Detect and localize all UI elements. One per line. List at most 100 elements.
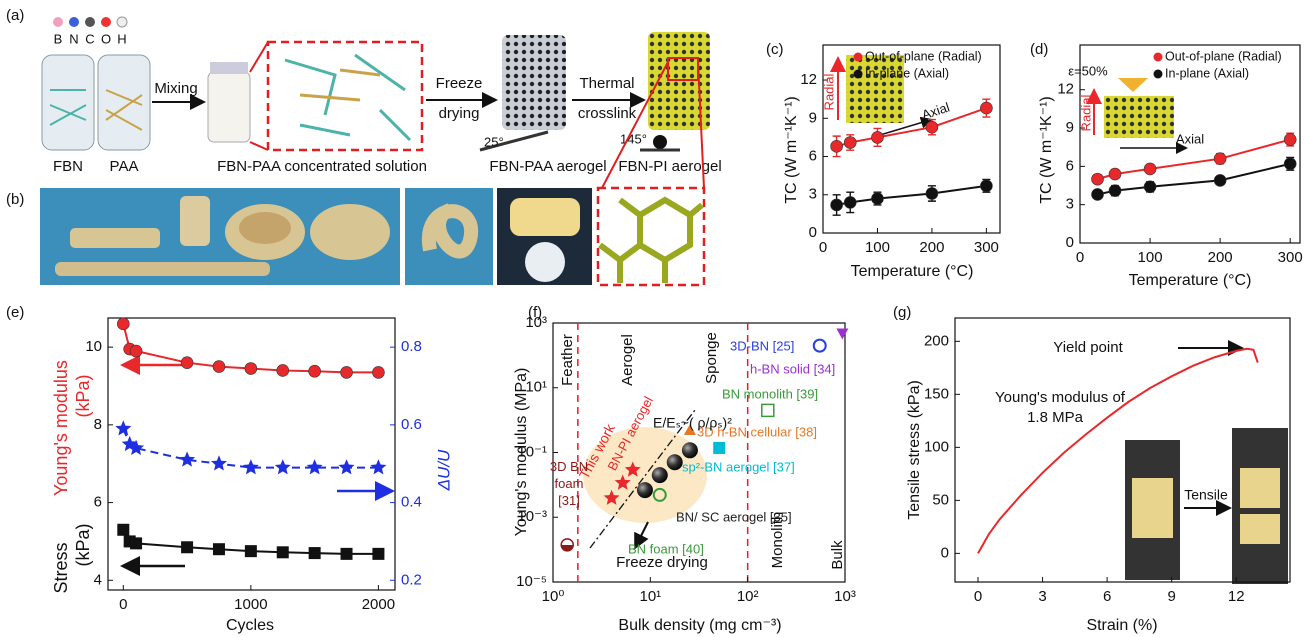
data-point [181, 541, 193, 553]
y-tick-label: 100 [924, 438, 949, 455]
panel-label: (c) [766, 41, 784, 58]
series-line [1098, 164, 1291, 195]
y-tick-label: 3 [1066, 196, 1074, 213]
droplet [653, 135, 667, 149]
data-point [309, 365, 321, 377]
legend-label: In-plane (Axial) [865, 66, 949, 80]
annotation: Bulk [829, 540, 846, 570]
annotation: Axial [1176, 131, 1204, 146]
atom-icon [69, 17, 79, 27]
data-point [1109, 185, 1121, 197]
sample [310, 204, 390, 260]
annotation: Radial [821, 73, 836, 110]
data-point [814, 340, 826, 352]
schematic-label: drying [439, 105, 480, 122]
y-axis-label: (kPa) [73, 374, 93, 417]
data-point [117, 524, 129, 536]
vial-cap [210, 62, 248, 74]
vial [208, 72, 250, 142]
y2-tick-label: 0.2 [401, 571, 422, 588]
annotation: Young's modulus of [995, 389, 1126, 406]
y2-axis-label: ΔU/U [434, 449, 453, 491]
y-tick-label: 4 [94, 571, 102, 588]
legend-label: In-plane (Axial) [1165, 66, 1249, 80]
schematic-label: crosslink [578, 105, 637, 122]
molecule-sketch [300, 70, 380, 100]
sample [180, 196, 210, 246]
series-label: BN monolith [39] [722, 386, 818, 401]
annotation: E/Eₛ~( ρ/ρₛ)² [653, 415, 732, 431]
data-point [980, 180, 992, 192]
data-point [831, 140, 843, 152]
legend-marker [854, 53, 863, 62]
schematic-label: Mixing [154, 80, 197, 97]
y2-tick-label: 0.4 [401, 494, 422, 511]
data-point [844, 196, 856, 208]
series-label: 3D-BN [25] [730, 338, 794, 353]
inset-foam [1104, 96, 1174, 138]
data-point [682, 442, 698, 458]
data-point [277, 546, 289, 558]
panel-label: (d) [1030, 41, 1048, 58]
figure: (a) B N C O H FBN PAA Mixing FBN-PAA con… [0, 0, 1309, 637]
data-point [1109, 168, 1121, 180]
y-tick-label: 10 [85, 338, 102, 355]
y-axis-label: (kPa) [73, 523, 93, 566]
schematic-label: 25° [484, 134, 504, 149]
y-axis-label: Young's modulus (MPa) [513, 368, 530, 537]
y-tick-label: 6 [94, 494, 102, 511]
data-point [309, 547, 321, 559]
data-point [339, 459, 355, 474]
annotation: Feather [559, 334, 576, 386]
atom-icon [117, 17, 127, 27]
y-axis-label: TC (W m⁻¹K⁻¹) [1038, 96, 1055, 204]
series-line [837, 186, 987, 205]
x-tick-label: 200 [1208, 249, 1233, 266]
data-point [1144, 163, 1156, 175]
x-tick-label: 3 [1038, 588, 1046, 605]
panel-label: (g) [893, 304, 911, 321]
y-tick-label: 9 [809, 109, 817, 126]
data-point [762, 404, 774, 416]
schematic-label: FBN-PAA concentrated solution [217, 158, 427, 175]
panel-label: (f) [528, 304, 542, 321]
y2-tick-label: 0.8 [401, 338, 422, 355]
annotation: Radial [1078, 94, 1093, 131]
y-axis-label: TC (W m⁻¹K⁻¹) [783, 96, 800, 204]
x-tick-label: 10¹ [639, 588, 661, 605]
x-tick-label: 1000 [234, 596, 267, 613]
jar [98, 55, 150, 150]
data-point [871, 131, 883, 143]
atom-icon [85, 17, 95, 27]
x-tick-label: 10⁰ [542, 588, 565, 605]
annotation: Yield point [1053, 339, 1123, 356]
data-point [1214, 174, 1226, 186]
y-tick-label: 6 [1066, 157, 1074, 174]
data-point [372, 366, 384, 378]
schematic-label: FBN-PAA aerogel [489, 158, 606, 175]
x-tick-label: 0 [119, 596, 127, 613]
data-point [179, 451, 195, 466]
data-point [1092, 188, 1104, 200]
data-point [1284, 158, 1296, 170]
x-tick-label: 9 [1167, 588, 1175, 605]
element-label: C [85, 31, 94, 46]
y-tick-label: 200 [924, 332, 949, 349]
data-point [341, 366, 353, 378]
data-point [637, 482, 653, 498]
x-axis-label: Temperature (°C) [1129, 272, 1252, 289]
y-tick-label: 12 [1057, 81, 1074, 98]
legend-label: Out-of-plane (Radial) [1165, 49, 1282, 63]
x-axis-label: Cycles [226, 617, 274, 634]
y-tick-label: 0 [941, 544, 949, 561]
x-tick-label: 200 [919, 239, 944, 256]
x-tick-label: 0 [1076, 249, 1084, 266]
y-tick-label: 0 [809, 224, 817, 241]
legend-label: Out-of-plane (Radial) [865, 49, 982, 63]
sample [1132, 478, 1173, 538]
element-label: O [101, 31, 111, 46]
data-point [130, 537, 142, 549]
schematic-label: Freeze [436, 75, 483, 92]
x-tick-label: 300 [1278, 249, 1303, 266]
schematic-label: FBN [53, 158, 83, 175]
